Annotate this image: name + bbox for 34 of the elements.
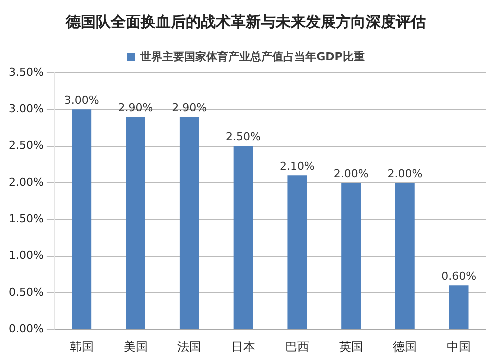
x-tick-label: 日本 — [232, 340, 256, 354]
x-tick-label: 中国 — [447, 340, 472, 354]
bar — [288, 176, 308, 330]
data-label: 2.90% — [118, 101, 154, 114]
y-tick-label: 3.00% — [8, 102, 44, 116]
chart-title: 德国队全面换血后的战术革新与未来发展方向深度评估 — [65, 12, 426, 31]
x-tick-label: 韩国 — [70, 340, 94, 354]
x-tick-label: 美国 — [124, 340, 148, 354]
bar — [72, 110, 92, 330]
y-tick-label: 1.00% — [8, 249, 44, 262]
y-tick-label: 1.50% — [8, 212, 44, 226]
data-label: 2.00% — [388, 167, 423, 180]
x-tick-label: 英国 — [339, 340, 364, 354]
bar — [234, 146, 254, 330]
y-tick-label: 3.50% — [8, 66, 44, 79]
bar — [180, 116, 200, 330]
bar — [449, 286, 469, 330]
data-label: 0.60% — [442, 270, 477, 283]
y-tick-label: 0.00% — [8, 322, 44, 336]
bar — [395, 182, 415, 330]
x-tick-label: 法国 — [178, 340, 202, 354]
x-tick-label: 德国 — [393, 340, 418, 354]
bar — [342, 182, 361, 330]
data-label: 2.10% — [280, 160, 315, 173]
data-label: 2.50% — [226, 130, 262, 144]
y-tick-label: 2.50% — [8, 139, 44, 152]
x-tick-label: 巴西 — [285, 340, 310, 354]
data-label: 3.00% — [64, 94, 100, 108]
y-tick-label: 2.00% — [8, 176, 44, 189]
y-tick-label: 0.50% — [8, 286, 44, 299]
data-label: 2.00% — [334, 167, 369, 180]
data-label: 2.90% — [172, 101, 208, 114]
bar — [126, 116, 146, 330]
legend-label: 世界主要国家体育产业总产值占当年GDP比重 — [140, 50, 365, 64]
